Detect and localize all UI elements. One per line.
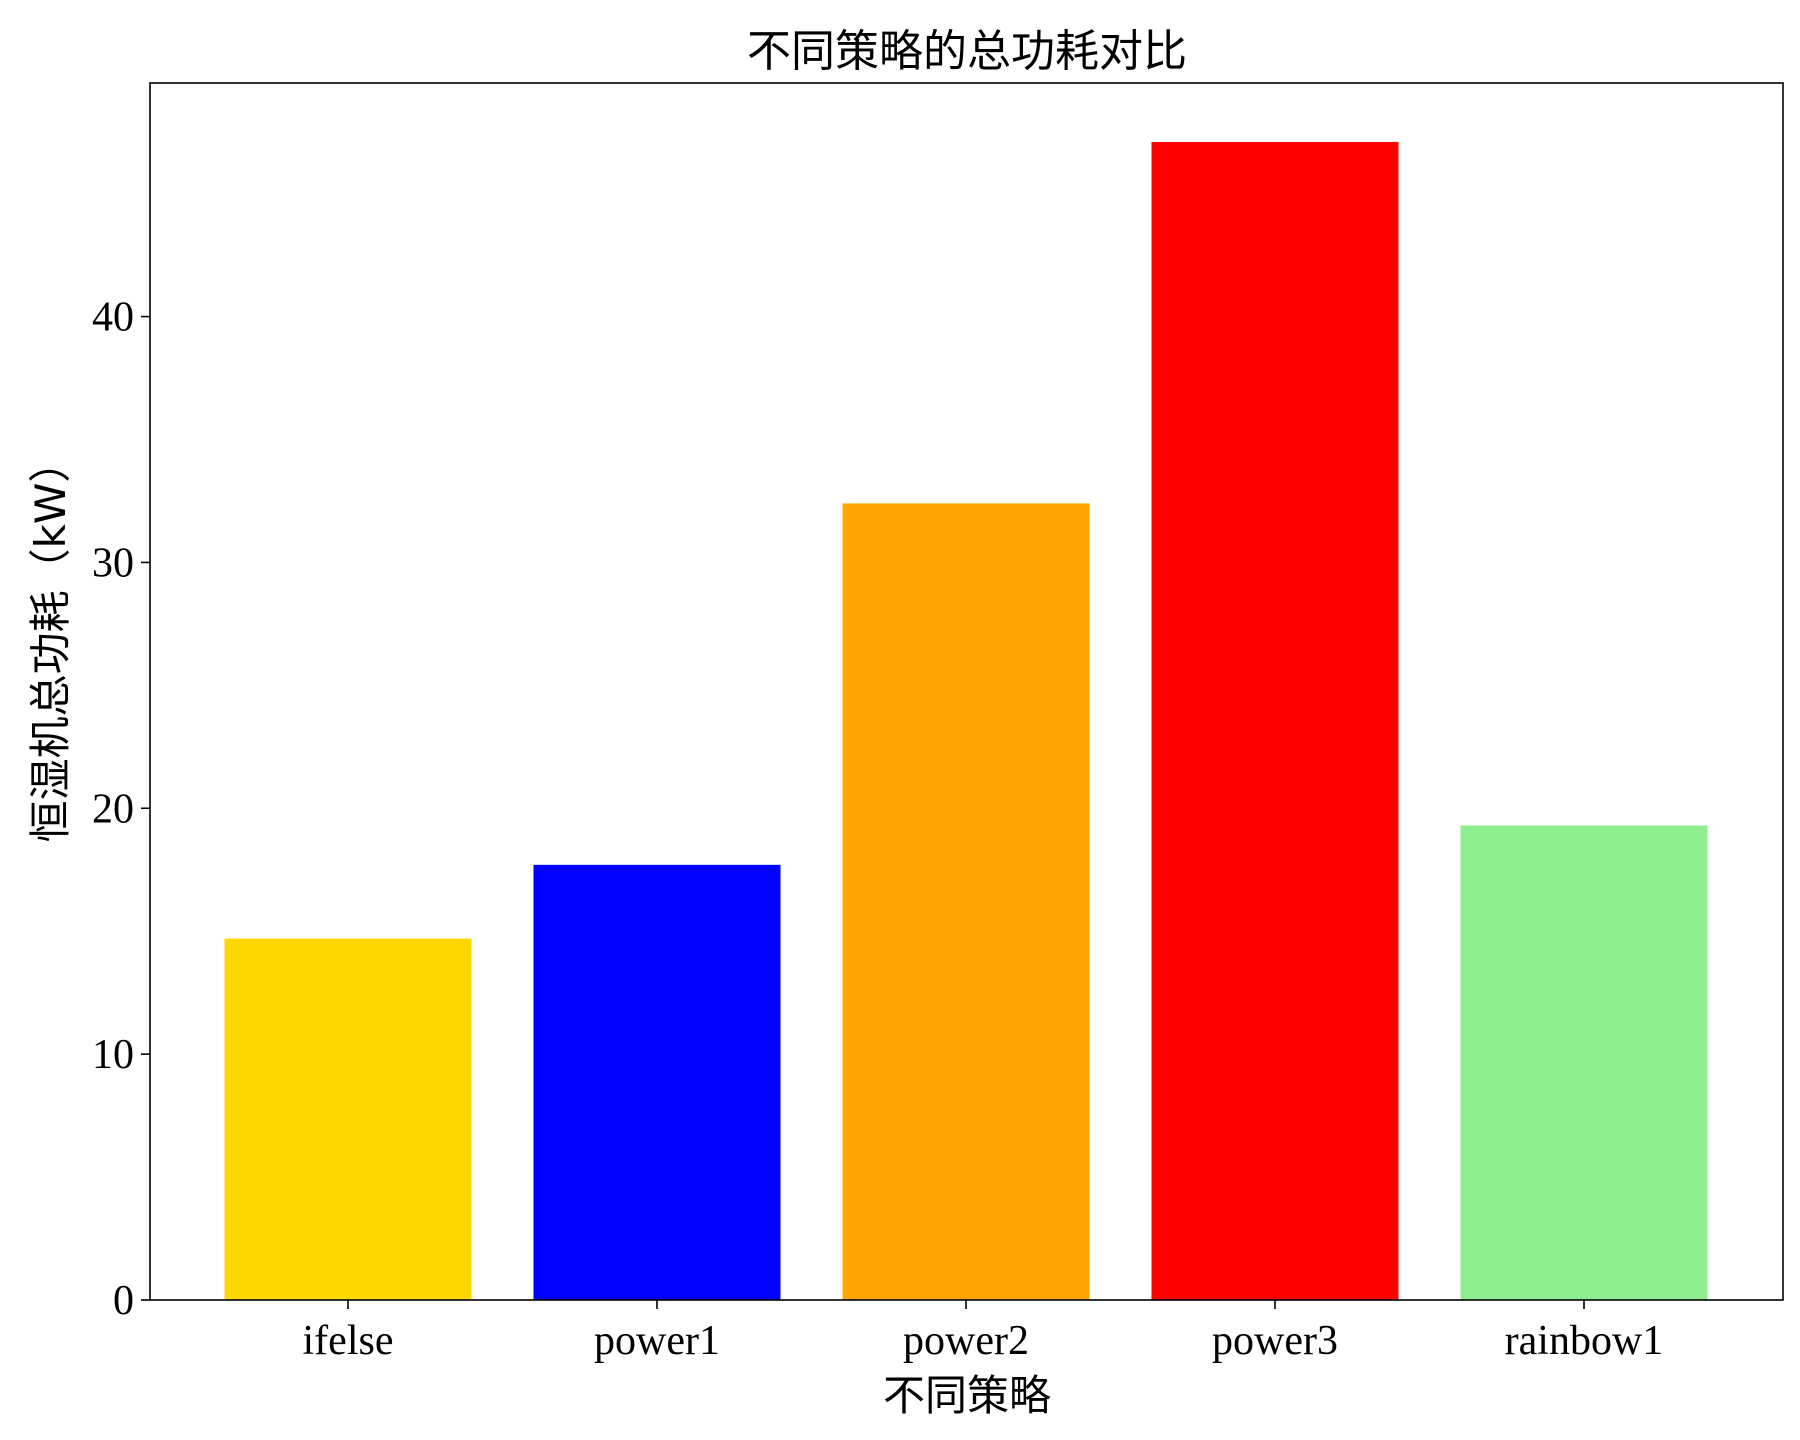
x-axis-label: 不同策略 [883, 1371, 1051, 1420]
y-tick-label: 30 [92, 540, 134, 586]
chart-title: 不同策略的总功耗对比 [747, 26, 1187, 77]
bars-group [224, 142, 1708, 1300]
x-tick-label: ifelse [303, 1318, 394, 1364]
x-axis-ticks: ifelse power1 power2 power3 rainbow1 [303, 1300, 1664, 1364]
y-tick-label: 40 [92, 295, 134, 341]
y-tick-label: 20 [92, 786, 134, 832]
plot-frame [149, 82, 1784, 1301]
x-tick-label: rainbow1 [1505, 1318, 1664, 1364]
y-tick-label: 0 [113, 1278, 134, 1324]
x-tick-label: power3 [1212, 1318, 1338, 1364]
bar-power1 [533, 864, 781, 1300]
x-tick-label: power1 [594, 1318, 720, 1364]
y-axis-label: 恒湿机总功耗（kW） [26, 441, 75, 843]
bar-rainbow1 [1460, 825, 1708, 1300]
y-tick-label: 10 [92, 1032, 134, 1078]
bar-power2 [842, 503, 1090, 1300]
y-axis-ticks: 0 10 20 30 40 [92, 295, 150, 1324]
x-tick-label: power2 [903, 1318, 1029, 1364]
bar-power3 [1151, 142, 1399, 1300]
bar-ifelse [224, 938, 472, 1300]
